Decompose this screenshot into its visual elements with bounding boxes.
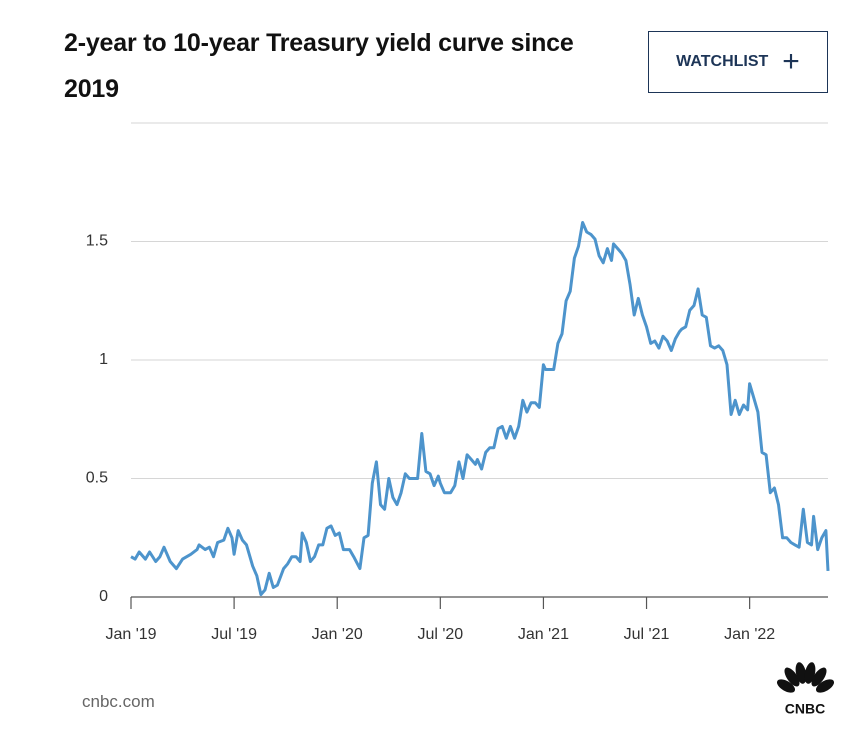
cnbc-peacock (776, 662, 835, 693)
source: cnbc.com (82, 692, 155, 711)
x-tick-label: Jan '22 (724, 626, 775, 643)
plus-icon[interactable]: + (782, 45, 800, 78)
cnbc-logo: CNBC (785, 701, 825, 717)
x-tick-label: Jul '21 (624, 626, 670, 643)
x-tick-label: Jul '20 (417, 626, 463, 643)
watchlist-label[interactable]: WATCHLIST (676, 53, 769, 70)
y-tick-label: 0.5 (86, 470, 108, 487)
x-tick-label: Jul '19 (211, 626, 257, 643)
watchlist-button[interactable]: WATCHLIST + (648, 31, 828, 93)
x-tick-label: Jan '20 (312, 626, 363, 643)
y-tick-label: 0 (99, 588, 108, 605)
y-tick-label: 1.5 (86, 233, 108, 250)
yield-line (130, 221, 830, 597)
chart-title: 2-year to 10-year Treasury yield curve s… (64, 29, 574, 103)
y-tick-label: 1 (99, 351, 108, 368)
x-tick-label: Jan '21 (518, 626, 569, 643)
x-tick-label: Jan '19 (105, 626, 156, 643)
